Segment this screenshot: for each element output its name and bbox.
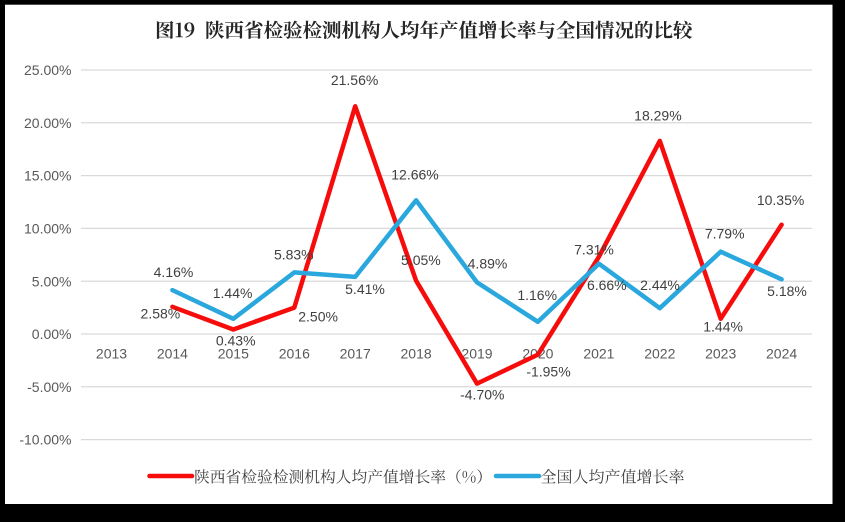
svg-text:1.44%: 1.44%: [703, 318, 743, 334]
svg-text:12.66%: 12.66%: [391, 167, 438, 183]
svg-text:20.00%: 20.00%: [24, 115, 71, 131]
svg-text:-5.00%: -5.00%: [27, 379, 71, 395]
svg-text:2.44%: 2.44%: [640, 277, 680, 293]
svg-text:1.16%: 1.16%: [517, 287, 557, 303]
svg-text:5.00%: 5.00%: [32, 273, 72, 289]
svg-text:7.79%: 7.79%: [705, 226, 745, 242]
svg-text:0.43%: 0.43%: [216, 332, 256, 348]
svg-text:-4.70%: -4.70%: [460, 387, 504, 403]
svg-text:-10.00%: -10.00%: [19, 432, 71, 448]
svg-text:0.00%: 0.00%: [32, 326, 72, 342]
svg-text:5.18%: 5.18%: [767, 283, 807, 299]
svg-text:25.00%: 25.00%: [24, 62, 71, 78]
svg-text:2022: 2022: [644, 345, 675, 361]
svg-text:2.58%: 2.58%: [141, 306, 181, 322]
svg-text:10.00%: 10.00%: [24, 221, 71, 237]
svg-text:10.35%: 10.35%: [757, 192, 804, 208]
svg-text:4.89%: 4.89%: [468, 256, 508, 272]
svg-text:1.44%: 1.44%: [213, 285, 253, 301]
svg-text:2017: 2017: [340, 345, 371, 361]
svg-text:2013: 2013: [96, 345, 127, 361]
svg-text:2015: 2015: [218, 345, 249, 361]
svg-text:4.16%: 4.16%: [154, 264, 194, 280]
svg-text:7.31%: 7.31%: [574, 242, 614, 258]
svg-text:2014: 2014: [157, 345, 188, 361]
svg-text:2021: 2021: [583, 345, 614, 361]
svg-text:2019: 2019: [461, 345, 492, 361]
svg-text:-1.95%: -1.95%: [526, 364, 570, 380]
svg-text:18.29%: 18.29%: [634, 107, 681, 123]
svg-text:2024: 2024: [766, 345, 797, 361]
svg-text:15.00%: 15.00%: [24, 168, 71, 184]
svg-text:5.41%: 5.41%: [345, 281, 385, 297]
svg-text:2023: 2023: [705, 345, 736, 361]
svg-text:2016: 2016: [279, 345, 310, 361]
svg-text:2018: 2018: [401, 345, 432, 361]
svg-text:5.83%: 5.83%: [274, 246, 314, 262]
svg-text:6.66%: 6.66%: [587, 277, 627, 293]
svg-text:2.50%: 2.50%: [298, 309, 338, 325]
svg-text:21.56%: 21.56%: [331, 72, 378, 88]
svg-text:5.05%: 5.05%: [401, 252, 441, 268]
